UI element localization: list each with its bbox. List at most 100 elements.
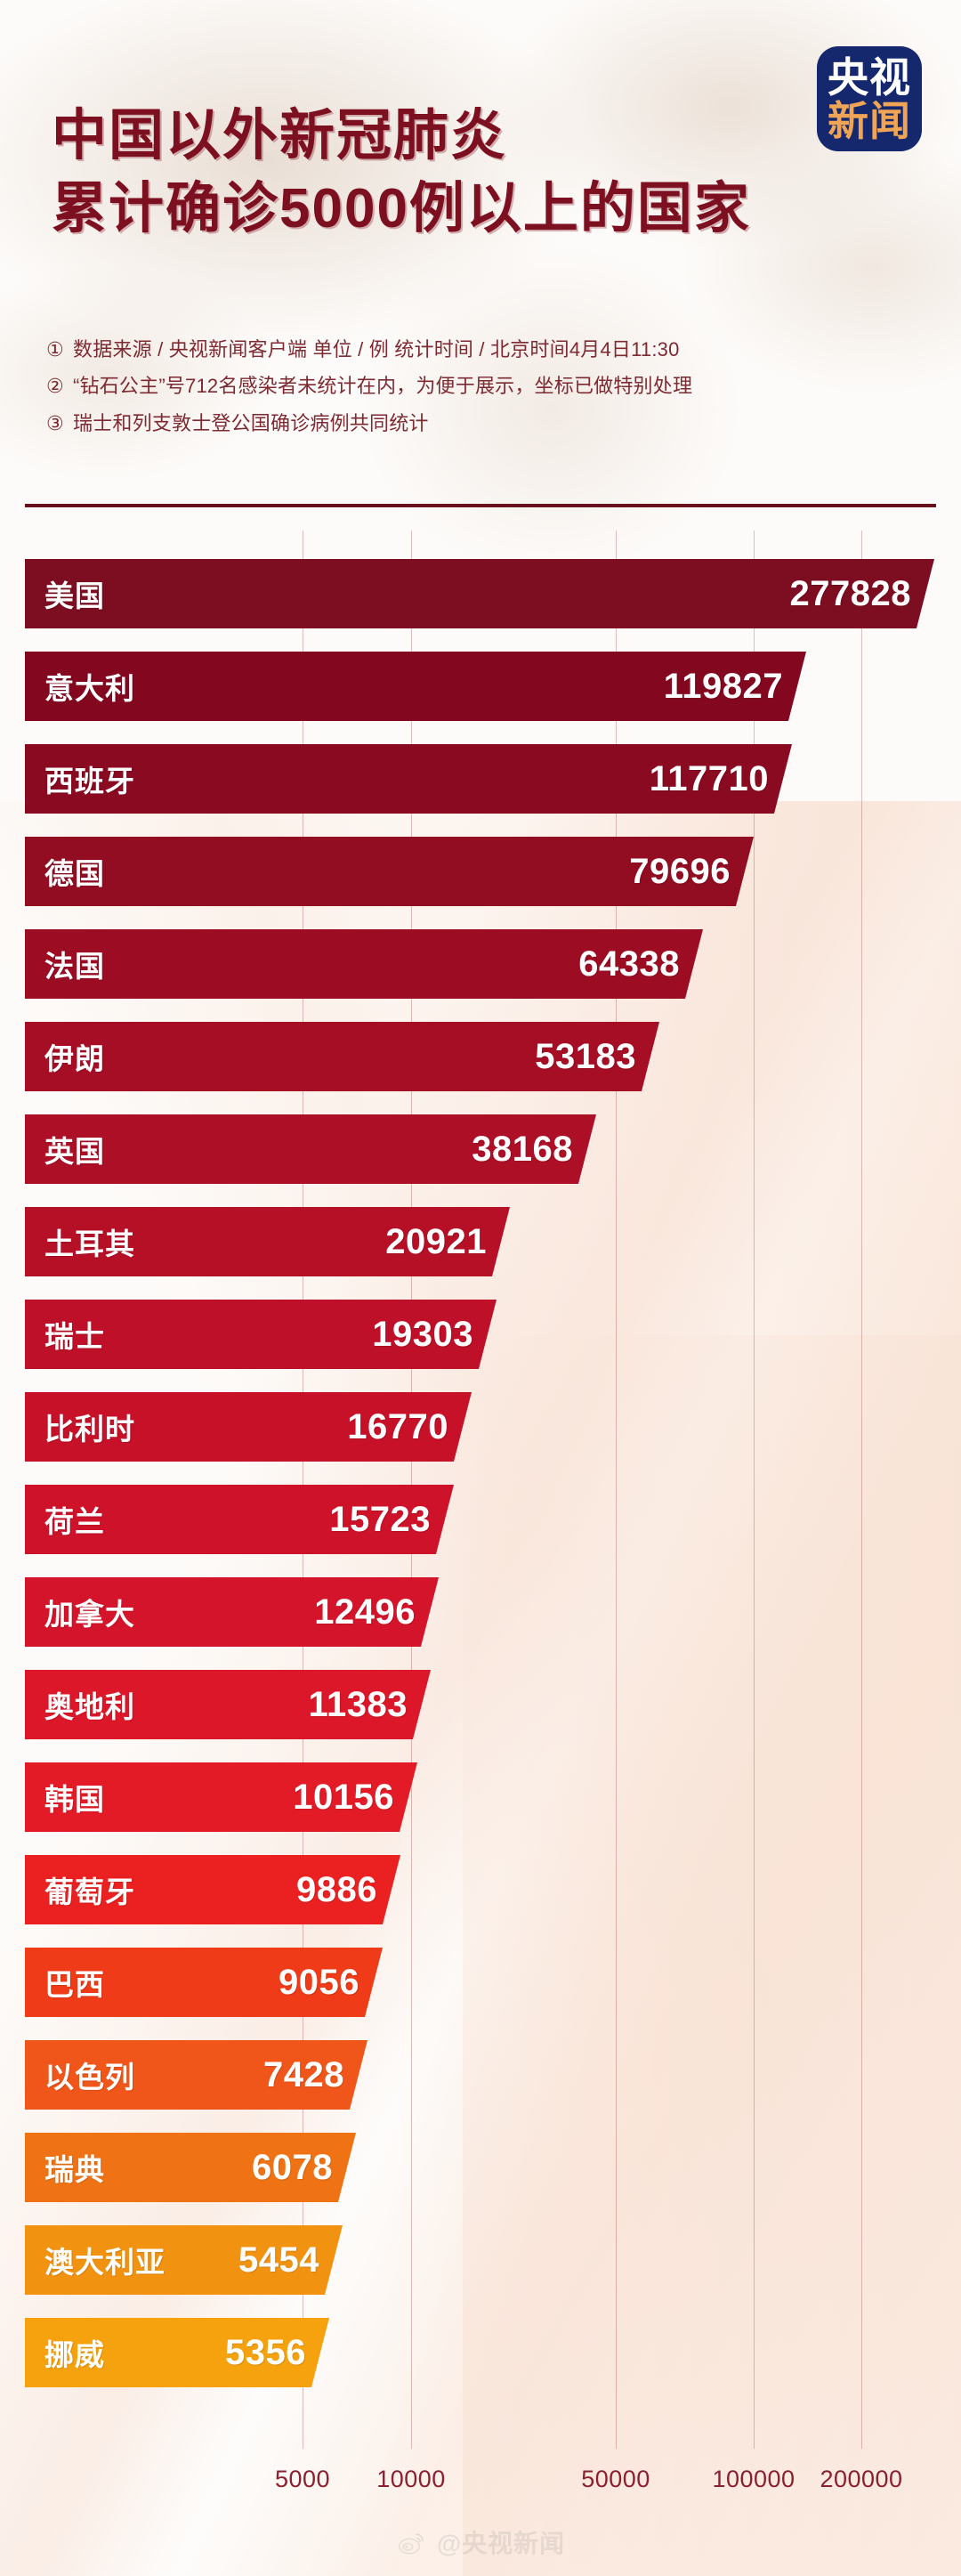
bar-country-label: 法国 xyxy=(44,950,105,983)
bar-row: 澳大利亚 5454 xyxy=(0,2225,961,2318)
bar-value-label: 15723 xyxy=(329,1499,431,1539)
footnote-text: “钻石公主”号712名感染者未统计在内，为便于展示，坐标已做特别处理 xyxy=(73,375,693,398)
bar-value-label: 9056 xyxy=(279,1962,359,2002)
bar-row: 挪威 5356 xyxy=(0,2318,961,2410)
bar: 瑞士 19303 xyxy=(25,1300,497,1369)
bar-value-label: 117710 xyxy=(649,758,769,798)
bar-country-label: 以色列 xyxy=(44,2061,135,2094)
bar-country-label: 葡萄牙 xyxy=(44,1875,135,1908)
chart-bars: 美国 277828 意大利 119827 西班牙 117710 德国 79696 法国 64338… xyxy=(0,559,961,2410)
bar: 土耳其 20921 xyxy=(25,1207,510,1276)
bar-value-label: 19303 xyxy=(372,1314,473,1354)
bar-value-label: 11383 xyxy=(308,1684,408,1724)
bar-country-label: 西班牙 xyxy=(44,765,135,798)
divider xyxy=(25,504,936,507)
footnote-row: ③ 瑞士和列支敦士登公国确诊病例共同统计 xyxy=(46,405,936,441)
bar-row: 德国 79696 xyxy=(0,837,961,929)
bar-value-label: 9886 xyxy=(296,1869,377,1909)
bar: 瑞典 6078 xyxy=(25,2133,356,2202)
footnote-row: ① 数据来源 / 央视新闻客户端 单位 / 例 统计时间 / 北京时间4月4日11… xyxy=(46,331,936,368)
bar-country-label: 澳大利亚 xyxy=(44,2246,166,2279)
bar-value-label: 16770 xyxy=(347,1406,448,1446)
bar-country-label: 巴西 xyxy=(44,1968,105,2001)
bar-country-label: 荷兰 xyxy=(44,1505,105,1538)
bar-value-label: 5454 xyxy=(238,2240,319,2280)
bar-value-label: 64338 xyxy=(578,944,680,984)
bar: 葡萄牙 9886 xyxy=(25,1855,400,1924)
footnote-number: ③ xyxy=(46,411,64,434)
footnote-text: 数据来源 / 央视新闻客户端 单位 / 例 统计时间 / 北京时间4月4日11:… xyxy=(73,338,680,360)
bar-country-label: 瑞士 xyxy=(44,1320,105,1353)
bar-country-label: 意大利 xyxy=(44,672,135,705)
bar: 韩国 10156 xyxy=(25,1762,417,1832)
bar-row: 比利时 16770 xyxy=(0,1392,961,1485)
bar-row: 韩国 10156 xyxy=(0,1762,961,1855)
bar: 澳大利亚 5454 xyxy=(25,2225,343,2295)
bar-country-label: 加拿大 xyxy=(44,1598,135,1631)
bar-row: 瑞典 6078 xyxy=(0,2133,961,2225)
bar-value-label: 53183 xyxy=(535,1036,636,1076)
bar: 比利时 16770 xyxy=(25,1392,472,1462)
bar-row: 荷兰 15723 xyxy=(0,1485,961,1577)
bar-row: 法国 64338 xyxy=(0,929,961,1022)
bar-value-label: 277828 xyxy=(789,573,911,613)
cctv-news-logo: 央视 新闻 xyxy=(817,46,922,151)
chart-x-axis: 5000 10000 50000 100000 200000 xyxy=(0,2466,961,2510)
footnote-row: ② “钻石公主”号712名感染者未统计在内，为便于展示，坐标已做特别处理 xyxy=(46,368,936,404)
bar-value-label: 5356 xyxy=(225,2332,306,2372)
bar-row: 美国 277828 xyxy=(0,559,961,652)
bar-row: 以色列 7428 xyxy=(0,2040,961,2133)
header: 中国以外新冠肺炎 累计确诊5000例以上的国家 央视 新闻 xyxy=(0,0,961,463)
bar: 以色列 7428 xyxy=(25,2040,367,2110)
weibo-icon xyxy=(398,2533,424,2555)
bar: 奥地利 11383 xyxy=(25,1670,431,1739)
bar-row: 西班牙 117710 xyxy=(0,744,961,837)
bar-country-label: 土耳其 xyxy=(44,1227,135,1260)
bar-country-label: 美国 xyxy=(44,579,105,612)
bar-row: 葡萄牙 9886 xyxy=(0,1855,961,1948)
gridline xyxy=(754,531,755,2449)
bar-country-label: 瑞典 xyxy=(44,2153,105,2186)
bar-country-label: 挪威 xyxy=(44,2338,105,2371)
bar-country-label: 伊朗 xyxy=(44,1042,105,1075)
bar-row: 土耳其 20921 xyxy=(0,1207,961,1300)
logo-top-text: 央视 xyxy=(828,53,911,101)
bar: 荷兰 15723 xyxy=(25,1485,454,1554)
bar-value-label: 119827 xyxy=(663,666,783,706)
bar-country-label: 德国 xyxy=(44,857,105,890)
bar-row: 巴西 9056 xyxy=(0,1948,961,2040)
footnote-text: 瑞士和列支敦士登公国确诊病例共同统计 xyxy=(73,411,429,434)
logo-bottom-text: 新闻 xyxy=(828,97,911,144)
axis-tick-label: 200000 xyxy=(820,2466,903,2492)
bar-country-label: 奥地利 xyxy=(44,1690,135,1723)
axis-tick-label: 5000 xyxy=(274,2466,331,2492)
footnotes: ① 数据来源 / 央视新闻客户端 单位 / 例 统计时间 / 北京时间4月4日11… xyxy=(46,331,936,441)
axis-tick-label: 50000 xyxy=(581,2466,650,2492)
bar-value-label: 10156 xyxy=(293,1777,394,1817)
bar: 西班牙 117710 xyxy=(25,744,792,814)
bar-country-label: 英国 xyxy=(44,1135,105,1168)
bar-country-label: 比利时 xyxy=(44,1413,135,1446)
gridline xyxy=(861,531,862,2449)
bar-row: 伊朗 53183 xyxy=(0,1022,961,1114)
bar-value-label: 38168 xyxy=(472,1129,573,1169)
bar-value-label: 79696 xyxy=(629,851,731,891)
bar-value-label: 12496 xyxy=(314,1592,416,1632)
gridline xyxy=(616,531,617,2449)
page-title-line-2: 累计确诊5000例以上的国家 xyxy=(52,177,751,239)
bar: 巴西 9056 xyxy=(25,1948,383,2017)
bar: 英国 38168 xyxy=(25,1114,596,1184)
bar: 挪威 5356 xyxy=(25,2318,329,2387)
bar-row: 英国 38168 xyxy=(0,1114,961,1207)
bar-country-label: 韩国 xyxy=(44,1783,105,1816)
watermark-text: @央视新闻 xyxy=(436,2530,566,2557)
bar: 意大利 119827 xyxy=(25,652,806,721)
bar: 伊朗 53183 xyxy=(25,1022,659,1091)
axis-tick-label: 100000 xyxy=(712,2466,795,2492)
bar-row: 瑞士 19303 xyxy=(0,1300,961,1392)
bar-row: 意大利 119827 xyxy=(0,652,961,744)
bar-value-label: 20921 xyxy=(385,1221,487,1261)
bar-row: 奥地利 11383 xyxy=(0,1670,961,1762)
bar: 加拿大 12496 xyxy=(25,1577,439,1647)
bar-value-label: 7428 xyxy=(263,2054,344,2094)
